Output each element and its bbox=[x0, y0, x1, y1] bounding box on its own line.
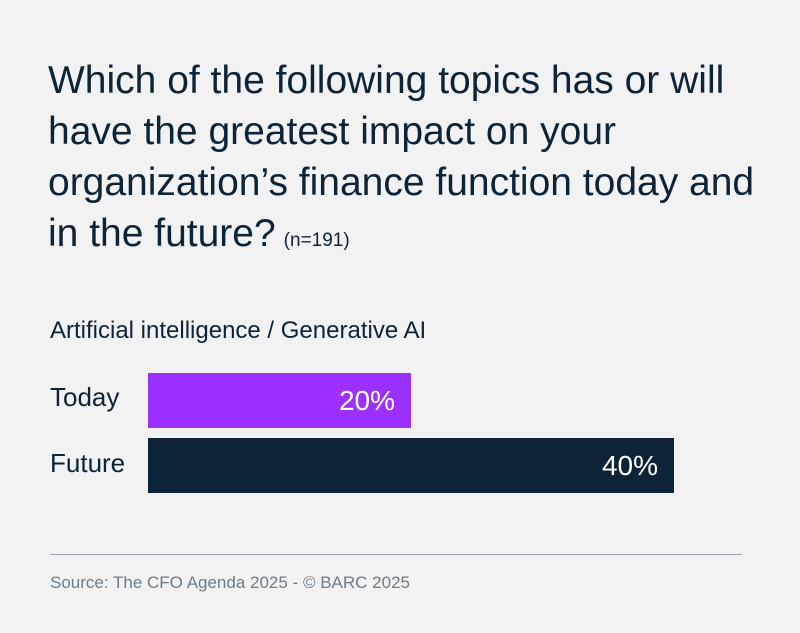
sample-size: (n=191) bbox=[283, 230, 350, 251]
category-label-today: Today bbox=[50, 382, 120, 412]
footer-divider bbox=[50, 554, 742, 555]
chart-subtitle: Artificial intelligence / Generative AI bbox=[50, 317, 427, 344]
source-note: Source: The CFO Agenda 2025 - © BARC 202… bbox=[50, 573, 410, 592]
chart-title: Which of the following topics has or wil… bbox=[48, 55, 768, 266]
chart-title-text: Which of the following topics has or wil… bbox=[48, 59, 755, 255]
bar-future: 40% bbox=[148, 438, 674, 493]
bar-today: 20% bbox=[148, 373, 411, 428]
bar-value-label-today: 20% bbox=[338, 384, 395, 416]
category-label-future: Future bbox=[50, 448, 126, 478]
bar-value-label-future: 40% bbox=[601, 449, 658, 481]
